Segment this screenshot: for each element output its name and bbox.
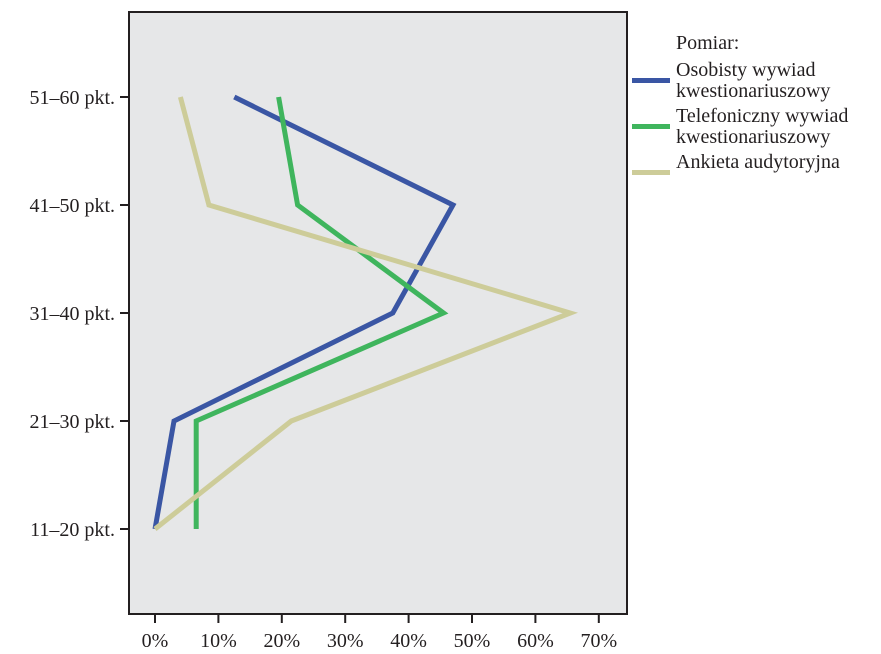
y-tick-label: 31–40 pkt.	[29, 303, 115, 325]
series-line-1	[152, 94, 457, 530]
legend-items: Osobisty wywiad kwestionariuszowy Telefoni…	[632, 60, 877, 175]
y-tick-label: 21–30 pkt.	[29, 411, 115, 433]
y-tick-label: 51–60 pkt.	[29, 87, 115, 109]
legend-item: Telefoniczny wywiad kwestionariuszowy	[632, 106, 877, 148]
x-tick-label: 70%	[580, 630, 617, 652]
legend-label: kwestionariuszowy	[676, 126, 831, 148]
legend-label: Osobisty wywiad	[676, 59, 816, 81]
x-tick-label: 60%	[517, 630, 554, 652]
y-tick-label: 41–50 pkt.	[29, 195, 115, 217]
legend-title: Pomiar:	[676, 32, 740, 54]
x-tick-label: 40%	[390, 630, 427, 652]
x-tick-label: 30%	[327, 630, 364, 652]
x-axis: 0% 10% 20% 30% 40% 50% 60% 70%	[142, 614, 617, 652]
series-line-2	[193, 96, 449, 529]
legend-label: Ankieta audytoryjna	[676, 151, 840, 173]
plot-area	[128, 11, 628, 615]
legend-item: Ankieta audytoryjna	[632, 151, 877, 175]
legend-item: Osobisty wywiad kwestionariuszowy	[632, 60, 877, 102]
x-tick-label: 50%	[454, 630, 491, 652]
legend: Pomiar: Osobisty wywiad kwestionariuszowy…	[632, 28, 877, 177]
series-line-3	[153, 96, 579, 531]
legend-swatch	[632, 78, 670, 83]
x-tick-label: 0%	[142, 630, 169, 652]
x-tick-label: 20%	[263, 630, 300, 652]
legend-swatch	[632, 170, 670, 175]
legend-label: Telefoniczny wywiad	[676, 105, 849, 127]
legend-swatch	[632, 124, 670, 129]
y-tick-label: 11–20 pkt.	[30, 519, 115, 541]
legend-label: kwestionariuszowy	[676, 80, 831, 102]
x-tick-label: 10%	[200, 630, 237, 652]
y-axis: 11–20 pkt. 21–30 pkt. 31–40 pkt. 41–50 pkt.…	[29, 87, 129, 541]
series-lines	[152, 94, 579, 531]
